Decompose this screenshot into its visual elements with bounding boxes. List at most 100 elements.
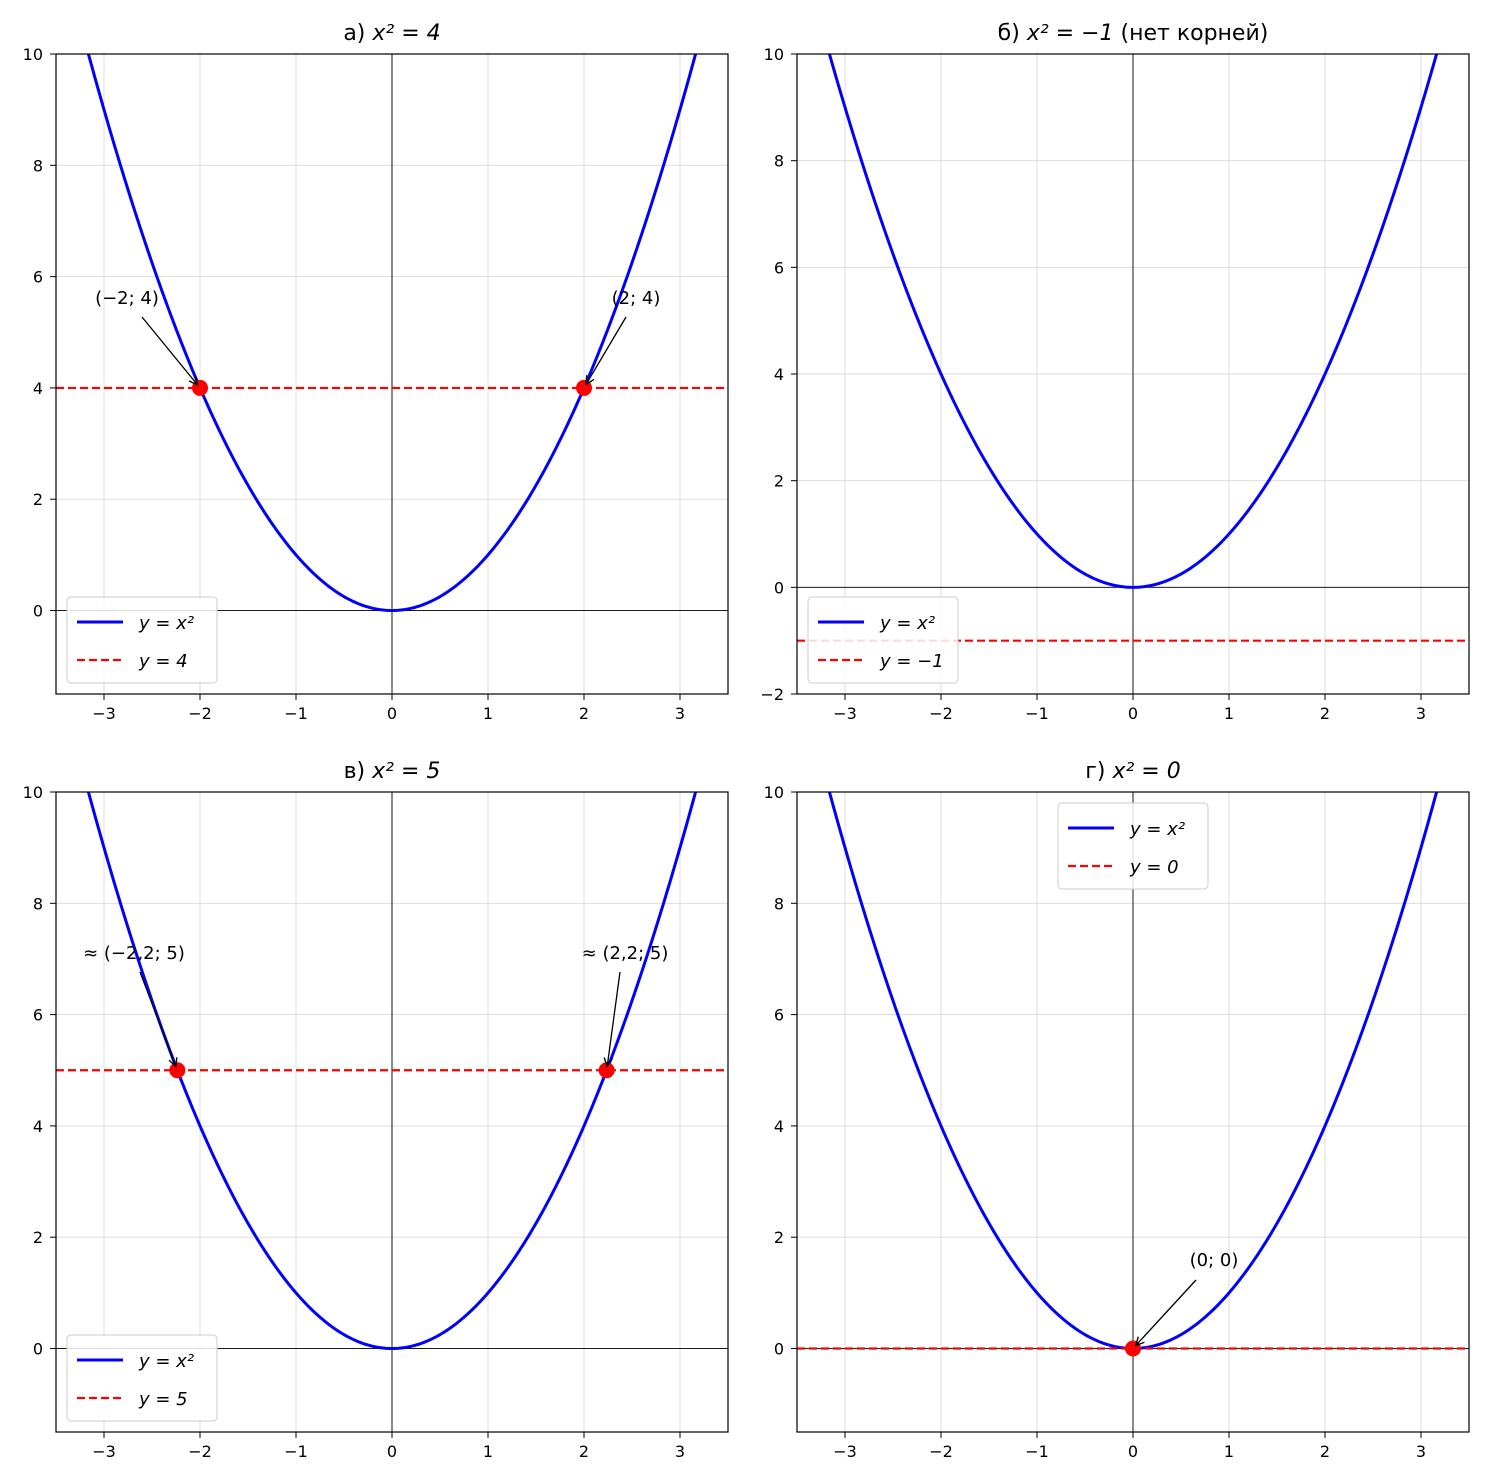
- legend-box: [66, 1334, 218, 1422]
- y-tick-label: 8: [774, 894, 784, 913]
- plot-area: [56, 54, 728, 694]
- annotation-arrow: [1136, 1279, 1197, 1346]
- y-tick-label: 10: [764, 45, 784, 64]
- y-tick-label: 2: [33, 1228, 43, 1247]
- x-tick-label: 1: [1224, 704, 1234, 723]
- x-tick-label: 0: [387, 1442, 397, 1461]
- series-parabola-line: [86, 54, 698, 613]
- y-tick-label: 2: [774, 1228, 784, 1247]
- y-tick-label: 8: [33, 156, 43, 175]
- y-tick-label: 8: [33, 894, 43, 913]
- legend-entry-label: y = x²: [879, 613, 935, 634]
- x-tick-label: −2: [188, 704, 212, 723]
- subplot-2: −3 −2 −1 0 1 2 3 −2 0 2 4 6 8 10 б) x² = −1 (нет корне…: [760, 21, 1470, 723]
- intersection-point: [598, 1062, 615, 1079]
- x-tick-label: 2: [1320, 1442, 1330, 1461]
- y-tick-label: 6: [33, 1006, 43, 1025]
- subplot-3: −3 −2 −1 0 1 2 3 0 2 4 6 8 10 в) x² = 5 ≈ (−2,2; 5) ≈ (…: [23, 759, 729, 1461]
- point-annotation-label: (0; 0): [1190, 1250, 1239, 1271]
- x-tick-label: −1: [1025, 704, 1049, 723]
- legend-entry-label: y = 5: [138, 1389, 188, 1410]
- x-tick-label: 3: [1416, 704, 1426, 723]
- y-tick-label: 6: [33, 268, 43, 287]
- y-tick-label: 4: [774, 1117, 784, 1136]
- annotation-arrow: [607, 971, 621, 1066]
- series-parabola-line: [827, 54, 1439, 589]
- x-tick-label: −1: [1025, 1442, 1049, 1461]
- x-tick-label: 2: [579, 704, 589, 723]
- x-tick-label: −3: [92, 1442, 116, 1461]
- legend-entry-label: y = 4: [138, 651, 188, 672]
- x-tick-label: 3: [675, 704, 685, 723]
- intersection-point: [192, 379, 208, 396]
- annotation-arrow: [586, 316, 627, 384]
- legend-entry-label: y = x²: [138, 1351, 194, 1372]
- x-tick-label: 1: [483, 1442, 493, 1461]
- x-tick-label: 3: [675, 1442, 685, 1461]
- x-tick-label: −2: [188, 1442, 212, 1461]
- x-tick-label: −3: [92, 704, 116, 723]
- y-tick-label: 4: [33, 1117, 43, 1136]
- title-prefix: г): [1085, 759, 1112, 784]
- x-tick-label: 0: [1128, 704, 1138, 723]
- legend: y = x² y = −1: [807, 596, 959, 684]
- y-tick-label: 0: [33, 1340, 43, 1359]
- y-tick-label: 0: [33, 602, 43, 621]
- title-prefix: б): [998, 21, 1027, 46]
- legend: y = x² y = 0: [1057, 802, 1209, 890]
- title-suffix: (нет корней): [1114, 21, 1269, 46]
- subplot-title: б) x² = −1 (нет корней): [998, 21, 1269, 46]
- plot-area: [797, 54, 1469, 694]
- y-tick-label: 2: [33, 490, 43, 509]
- x-tick-label: 1: [483, 704, 493, 723]
- plot-area: [797, 792, 1469, 1432]
- point-annotation-label: (2; 4): [612, 288, 661, 309]
- legend-box: [66, 596, 218, 684]
- y-tick-label: 4: [33, 379, 43, 398]
- legend-entry-label: y = x²: [1129, 819, 1185, 840]
- title-math: x² = 0: [1111, 759, 1180, 784]
- x-tick-label: −1: [284, 1442, 308, 1461]
- x-tick-label: −3: [833, 1442, 857, 1461]
- x-tick-label: 2: [1320, 704, 1330, 723]
- legend: y = x² y = 4: [66, 596, 218, 684]
- legend-entry-label: y = x²: [138, 613, 194, 634]
- x-tick-label: −1: [284, 704, 308, 723]
- legend-box: [807, 596, 959, 684]
- legend-entry-label: y = −1: [879, 651, 944, 672]
- legend-box: [1057, 802, 1209, 890]
- title-math: x² = 4: [371, 21, 440, 46]
- y-tick-label: 0: [774, 578, 784, 597]
- y-tick-label: 10: [764, 783, 784, 802]
- title-prefix: в): [344, 759, 373, 784]
- x-tick-label: 2: [579, 1442, 589, 1461]
- y-tick-label: 10: [23, 45, 43, 64]
- legend-entry-label: y = 0: [1129, 857, 1179, 878]
- grid: [797, 792, 1469, 1432]
- y-tick-label: 8: [774, 152, 784, 171]
- subplot-title: в) x² = 5: [344, 759, 441, 784]
- subplot-title: г) x² = 0: [1085, 759, 1180, 784]
- x-tick-label: −3: [833, 704, 857, 723]
- y-tick-label: 6: [774, 258, 784, 277]
- annotation-arrow: [139, 971, 176, 1067]
- x-tick-label: 0: [1128, 1442, 1138, 1461]
- point-annotation-label: ≈ (2,2; 5): [582, 943, 669, 964]
- y-tick-label: 6: [774, 1006, 784, 1025]
- title-prefix: а): [343, 21, 372, 46]
- subplot-1: −3 −2 −1 0 1 2 3 0 2 4 6 8 10 а) x² = 4 (−2; 4) (2; 4) y…: [23, 21, 729, 723]
- y-tick-label: 2: [774, 472, 784, 491]
- title-math: x² = 5: [371, 759, 440, 784]
- annotation-arrow: [141, 316, 197, 385]
- y-tick-label: −2: [760, 685, 784, 704]
- intersection-point: [169, 1062, 186, 1079]
- point-annotation-label: ≈ (−2,2; 5): [83, 943, 185, 964]
- x-tick-label: 1: [1224, 1442, 1234, 1461]
- legend: y = x² y = 5: [66, 1334, 218, 1422]
- y-tick-label: 0: [774, 1340, 784, 1359]
- intersection-point: [576, 379, 592, 396]
- x-tick-label: 3: [1416, 1442, 1426, 1461]
- title-math: x² = −1: [1026, 21, 1114, 46]
